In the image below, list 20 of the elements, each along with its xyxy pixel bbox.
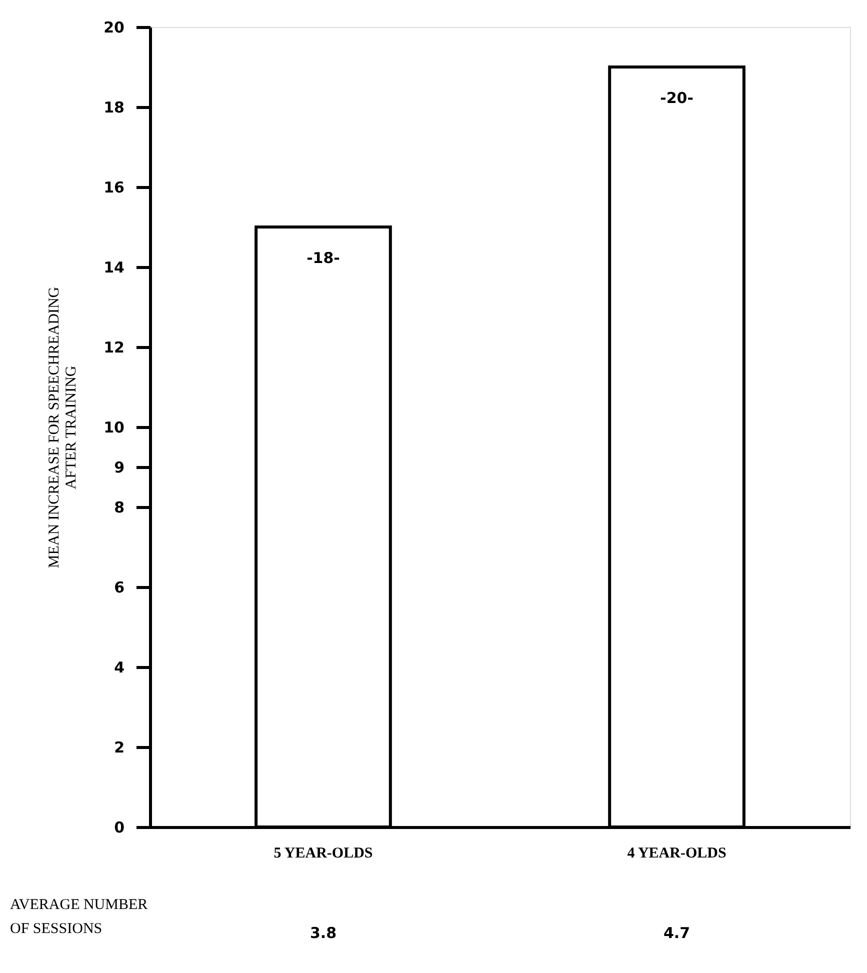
- y-tick-label: 14: [104, 258, 124, 276]
- y-tick-label: 4: [114, 658, 124, 676]
- y-axis-title: MEAN INCREASE FOR SPEECHREADING AFTER TRAINING: [46, 286, 80, 568]
- x-tick-label: 5 YEAR-OLDS: [274, 846, 373, 862]
- text: AVERAGE NUMBER OF SESSIONS: [10, 897, 148, 937]
- y-tick-label: 10: [104, 418, 124, 436]
- annotation: -18-: [306, 249, 340, 267]
- y-tick-label: 0: [114, 818, 124, 836]
- y-tick-label: 18: [104, 98, 124, 116]
- y-tick-label: 2: [114, 738, 124, 756]
- y-tick-label: 8: [114, 498, 124, 516]
- text: 4.7: [663, 924, 690, 942]
- y-tick-label: 12: [104, 338, 124, 356]
- x-tick-label: 4 YEAR-OLDS: [627, 846, 726, 862]
- annotation: -20-: [660, 89, 694, 107]
- y-tick-label: 9: [114, 458, 124, 476]
- text: 3.8: [310, 924, 337, 942]
- y-tick-label: 20: [104, 18, 124, 36]
- y-tick-label: 16: [104, 178, 124, 196]
- y-tick-label: 6: [114, 578, 124, 596]
